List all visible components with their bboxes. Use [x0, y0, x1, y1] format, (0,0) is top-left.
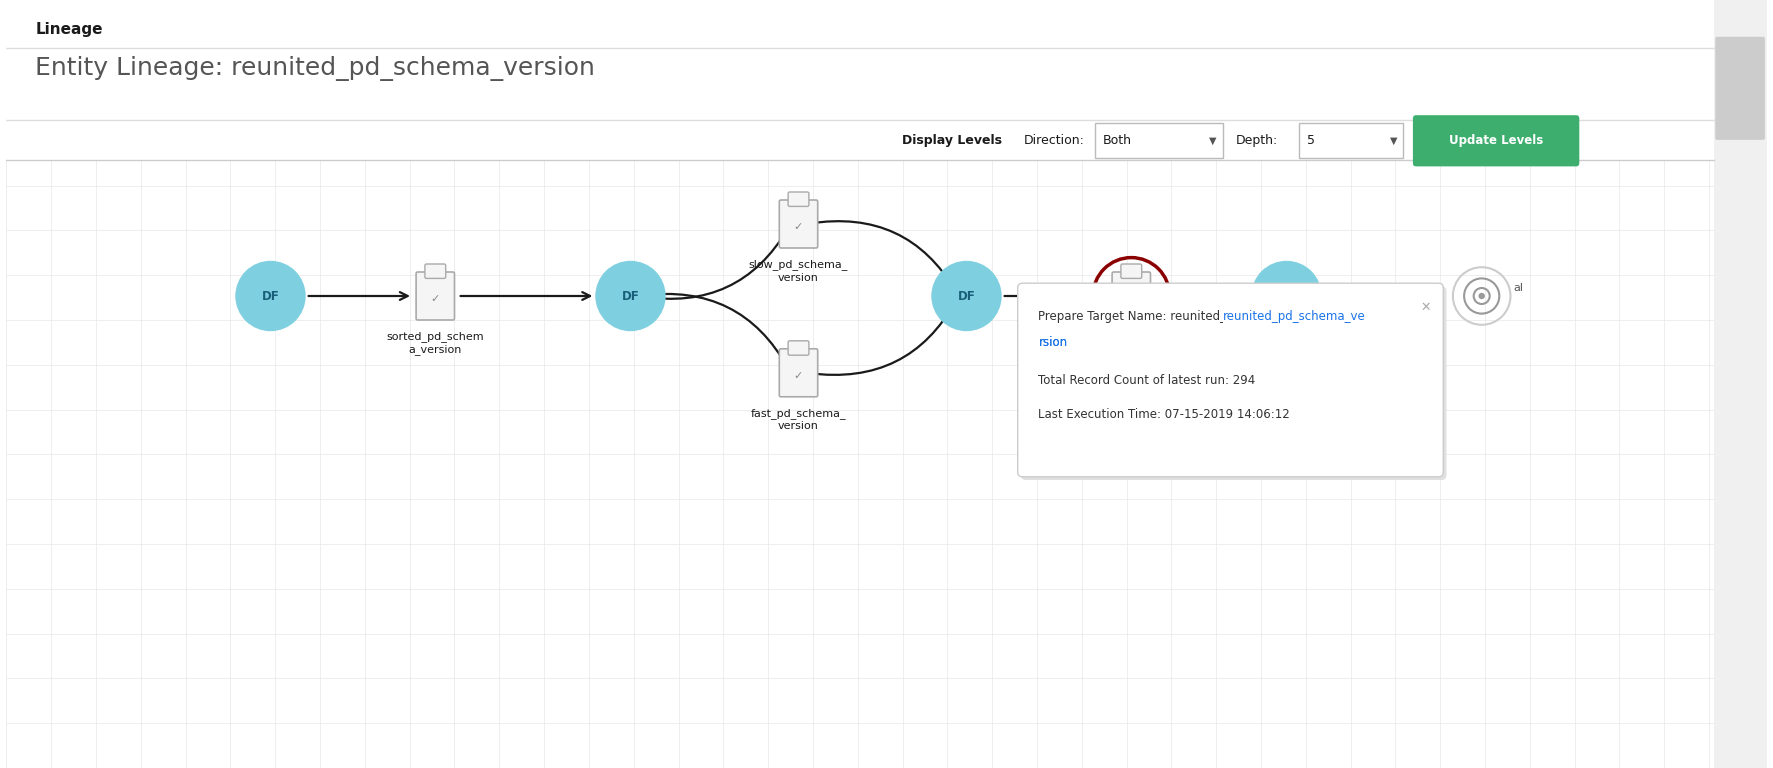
Text: Prepare Target Name: reunited_pd_schema_ve: Prepare Target Name: reunited_pd_schema_… — [1039, 310, 1314, 323]
Text: ✕: ✕ — [1420, 301, 1431, 314]
Text: Last Execution Time: 07-15-2019 14:06:12: Last Execution Time: 07-15-2019 14:06:12 — [1039, 408, 1291, 421]
Circle shape — [596, 261, 665, 331]
FancyBboxPatch shape — [1714, 0, 1766, 768]
FancyBboxPatch shape — [7, 0, 1766, 160]
Text: ✓: ✓ — [1126, 294, 1136, 304]
Circle shape — [1252, 261, 1321, 331]
Text: Direction:: Direction: — [1025, 134, 1085, 147]
Text: P: P — [1282, 290, 1291, 303]
Text: ▼: ▼ — [1209, 136, 1216, 146]
Text: rsion: rsion — [1039, 336, 1067, 349]
FancyBboxPatch shape — [1121, 264, 1142, 279]
Text: slow_pd_schema_
version: slow_pd_schema_ version — [748, 260, 847, 283]
Text: ✓: ✓ — [794, 371, 803, 381]
Text: DF: DF — [262, 290, 280, 303]
Text: Update Levels: Update Levels — [1449, 134, 1543, 147]
Circle shape — [236, 261, 305, 331]
Text: fast_pd_schema_
version: fast_pd_schema_ version — [750, 408, 846, 432]
Text: Lineage: Lineage — [35, 22, 103, 38]
Text: Total Record Count of latest run: 294: Total Record Count of latest run: 294 — [1039, 375, 1255, 387]
FancyBboxPatch shape — [780, 349, 817, 397]
Text: al: al — [1514, 283, 1523, 293]
FancyBboxPatch shape — [426, 264, 445, 279]
Text: reunited_pd_schema_ve: reunited_pd_schema_ve — [1223, 310, 1365, 323]
Text: Depth:: Depth: — [1236, 134, 1278, 147]
Text: DF: DF — [957, 290, 975, 303]
Text: rsion: rsion — [1039, 336, 1067, 349]
Text: DF: DF — [622, 290, 640, 303]
FancyBboxPatch shape — [1300, 123, 1402, 158]
FancyBboxPatch shape — [789, 192, 808, 207]
Text: Display Levels: Display Levels — [902, 134, 1002, 147]
FancyBboxPatch shape — [789, 341, 808, 355]
FancyBboxPatch shape — [417, 272, 454, 320]
Text: Entity Lineage: reunited_pd_schema_version: Entity Lineage: reunited_pd_schema_versi… — [35, 56, 596, 81]
FancyBboxPatch shape — [1021, 286, 1447, 480]
Text: ▼: ▼ — [1390, 136, 1397, 146]
Text: ✓: ✓ — [431, 294, 440, 304]
Text: Prepare Target Name:: Prepare Target Name: — [1039, 310, 1170, 323]
FancyBboxPatch shape — [1413, 115, 1580, 167]
FancyBboxPatch shape — [1112, 272, 1151, 320]
FancyBboxPatch shape — [1018, 283, 1443, 477]
Circle shape — [1479, 293, 1486, 300]
Text: Both: Both — [1103, 134, 1131, 147]
FancyBboxPatch shape — [1094, 123, 1223, 158]
Text: sorted_pd_schem
a_version: sorted_pd_schem a_version — [387, 331, 484, 356]
FancyBboxPatch shape — [780, 200, 817, 248]
FancyBboxPatch shape — [1714, 37, 1764, 140]
Text: ✓: ✓ — [794, 222, 803, 232]
Circle shape — [931, 261, 1002, 331]
Text: 5: 5 — [1307, 134, 1316, 147]
